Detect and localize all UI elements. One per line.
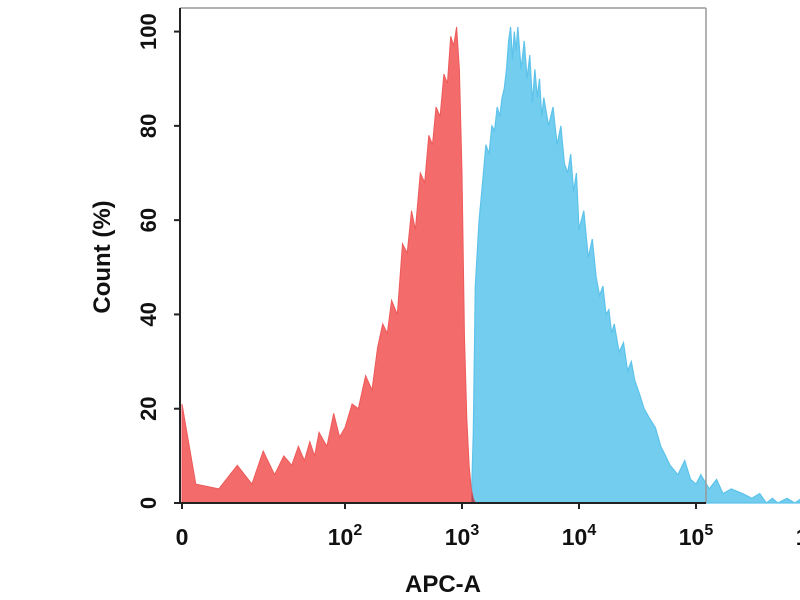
blue-histogram-area xyxy=(470,26,800,504)
x-tick-label: 102 xyxy=(328,522,363,550)
x-tick-label: 105 xyxy=(679,522,714,550)
y-tick-label: 20 xyxy=(136,396,161,420)
y-tick-label: 0 xyxy=(136,497,161,509)
x-tick-label: 0 xyxy=(176,524,189,550)
y-tick-label: 60 xyxy=(136,208,161,232)
axes: 0 20 40 60 80 100 0 102 103 104 105 106 xyxy=(136,7,800,550)
y-tick-label: 80 xyxy=(136,114,161,138)
y-axis-label: Count (%) xyxy=(89,200,116,313)
y-tick-label: 100 xyxy=(136,13,161,50)
x-axis-label: APC-A xyxy=(405,571,481,598)
y-tick-label: 40 xyxy=(136,302,161,326)
red-histogram-area xyxy=(181,26,477,504)
x-tick-label: 104 xyxy=(562,522,597,550)
x-tick-label: 106 xyxy=(796,522,800,550)
x-tick-label: 103 xyxy=(445,522,480,550)
plot-area xyxy=(181,26,800,504)
